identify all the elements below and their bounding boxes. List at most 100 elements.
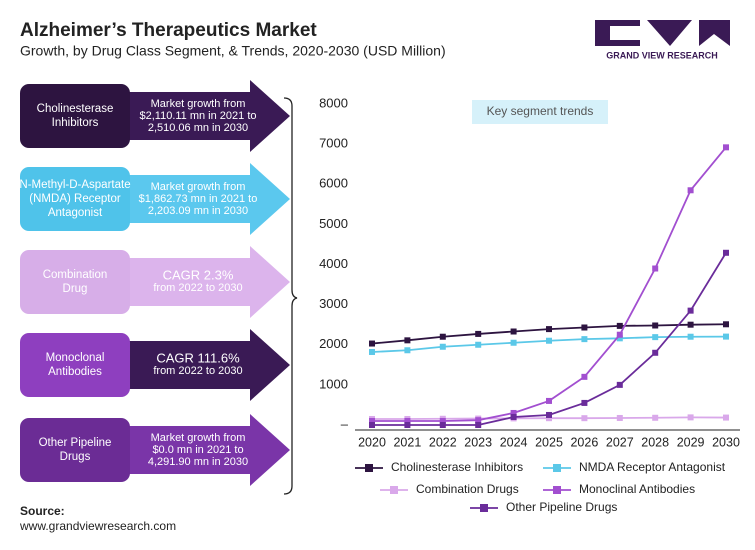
- data-point: [546, 411, 552, 418]
- data-point: [687, 321, 694, 328]
- data-point: [616, 322, 623, 329]
- x-tick-label: 2024: [500, 435, 528, 449]
- panel-text: Market growth from: [151, 432, 246, 444]
- panel-text: from 2022 to 2030: [153, 365, 242, 377]
- label-box: [20, 418, 130, 482]
- x-tick-label: 2020: [358, 435, 386, 449]
- panel-text: CAGR 2.3%: [163, 267, 234, 282]
- panel-text: CAGR 111.6%: [156, 350, 240, 365]
- data-point: [652, 265, 659, 272]
- data-point: [652, 349, 659, 356]
- logo: GRAND VIEW RESEARCH: [595, 20, 730, 60]
- x-tick-label: 2022: [429, 435, 457, 449]
- legend-marker: [553, 464, 561, 472]
- panel-label: Antagonist: [48, 207, 103, 219]
- data-point: [510, 339, 517, 346]
- data-point: [652, 414, 659, 421]
- legend-marker: [480, 504, 488, 512]
- brace: [283, 97, 298, 495]
- x-tick-label: 2025: [535, 435, 563, 449]
- data-point: [404, 417, 411, 424]
- legend-label: Cholinesterase Inhibitors: [391, 460, 523, 474]
- y-tick-label: 1000: [319, 376, 348, 391]
- subtitle: Growth, by Drug Class Segment, & Trends,…: [20, 43, 446, 59]
- panel-label: Drugs: [60, 451, 91, 463]
- label-box: [20, 167, 130, 231]
- legend-label: Other Pipeline Drugs: [506, 500, 617, 514]
- data-point: [546, 326, 552, 333]
- data-point: [723, 249, 729, 256]
- panel-label: Monoclonal: [46, 352, 105, 364]
- data-point: [652, 322, 659, 329]
- y-tick-label: 4000: [319, 256, 348, 271]
- panel-label: Drug: [63, 283, 88, 295]
- arrow: [120, 414, 290, 486]
- x-tick-label: 2030: [712, 435, 740, 449]
- data-point: [510, 409, 517, 416]
- data-point: [546, 397, 552, 404]
- panel-text: Market growth from: [151, 98, 246, 110]
- data-point: [475, 330, 482, 337]
- data-point: [369, 422, 375, 428]
- panel-text: from 2022 to 2030: [153, 282, 242, 294]
- panel-text: $0.0 mn in 2021 to: [152, 444, 243, 456]
- data-point: [687, 307, 694, 314]
- data-point: [475, 422, 482, 428]
- data-point: [723, 144, 729, 151]
- data-point: [581, 415, 588, 422]
- legend-label: Combination Drugs: [416, 482, 519, 496]
- data-point: [439, 343, 446, 350]
- data-point: [687, 414, 694, 421]
- x-tick-label: 2027: [606, 435, 634, 449]
- arrow: [120, 163, 290, 235]
- arrow: [120, 329, 290, 401]
- panel-label: Combination: [43, 269, 108, 281]
- panel-label: N-Methyl-D-Aspartate: [19, 179, 130, 191]
- data-point: [616, 335, 623, 342]
- data-point: [439, 333, 446, 340]
- legend-marker: [553, 486, 561, 494]
- panel-text: Market growth from: [151, 181, 246, 193]
- panel-text: $2,110.11 mn in 2021 to: [139, 110, 256, 122]
- label-box: [20, 250, 130, 314]
- label-box: [20, 333, 130, 397]
- panel-text: 2,510.06 mn in 2030: [148, 122, 248, 134]
- panel-text: $1,862.73 mn in 2021 to: [139, 193, 258, 205]
- data-point: [616, 381, 623, 388]
- data-point: [439, 422, 446, 428]
- data-point: [581, 336, 588, 343]
- x-tick-label: 2028: [641, 435, 669, 449]
- panel-text: 2,203.09 mn in 2030: [148, 205, 248, 217]
- legend-marker: [390, 486, 398, 494]
- source-url: www.grandviewresearch.com: [19, 519, 176, 533]
- logo-text: GRAND VIEW RESEARCH: [606, 50, 718, 60]
- data-point: [687, 187, 694, 194]
- y-tick-label: 2000: [319, 336, 348, 351]
- legend-marker: [365, 464, 373, 472]
- data-point: [652, 334, 659, 341]
- data-point: [404, 337, 411, 344]
- y-tick-label: –: [341, 416, 349, 431]
- data-point: [581, 324, 588, 331]
- data-point: [723, 321, 729, 328]
- data-point: [369, 417, 375, 424]
- y-tick-label: 8000: [319, 95, 348, 110]
- x-tick-label: 2023: [464, 435, 492, 449]
- panel-text: 4,291.90 mn in 2030: [148, 456, 248, 468]
- data-point: [546, 415, 552, 422]
- y-tick-label: 7000: [319, 136, 348, 151]
- x-tick-label: 2026: [570, 435, 598, 449]
- data-point: [546, 337, 552, 344]
- label-box: [20, 84, 130, 148]
- panel-label: Inhibitors: [52, 117, 99, 129]
- source-label: Source:: [20, 504, 65, 518]
- data-point: [723, 414, 729, 421]
- panel-label: Cholinesterase: [37, 103, 114, 115]
- panel-label: Antibodies: [48, 366, 102, 378]
- x-tick-label: 2021: [393, 435, 421, 449]
- data-point: [439, 417, 446, 424]
- annotation-box: [472, 100, 608, 124]
- data-point: [616, 331, 623, 338]
- arrow: [120, 80, 290, 152]
